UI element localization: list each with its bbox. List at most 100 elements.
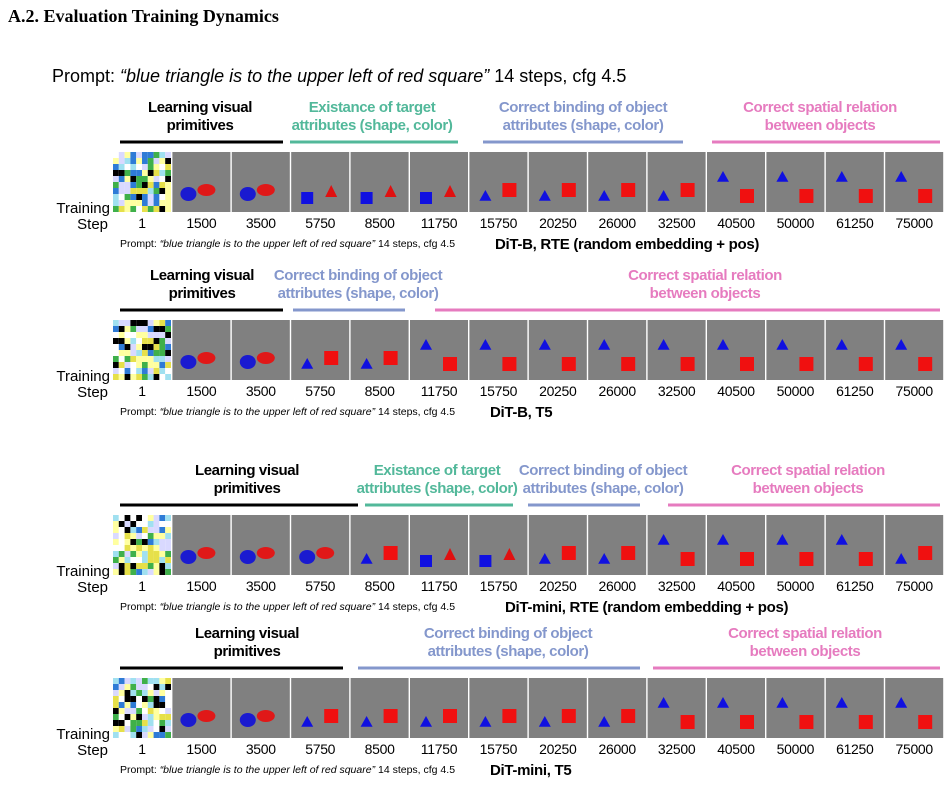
noise-pixel (124, 158, 131, 164)
noise-pixel (159, 326, 166, 332)
thumbnail (291, 678, 350, 738)
noise-pixel (159, 515, 166, 521)
noise-pixel (142, 678, 148, 684)
blue-triangle (538, 190, 551, 201)
noise-pixel (113, 690, 119, 696)
noise-pixel (130, 521, 137, 527)
noise-pixel (147, 527, 154, 533)
noise-pixel (113, 362, 119, 368)
noise-pixel (153, 551, 160, 557)
thumb-bg (707, 320, 765, 380)
noise-pixel (147, 702, 154, 708)
noise-pixel (165, 545, 171, 551)
noise-pixel (130, 732, 137, 738)
noise-pixel (147, 557, 154, 563)
prompt-settings: 14 steps, cfg 4.5 (378, 601, 455, 613)
noise-pixel (124, 515, 131, 521)
thumbnail (885, 320, 944, 380)
noise-pixel (113, 527, 119, 533)
noise-pixel (124, 188, 131, 194)
noise-pixel (136, 539, 142, 545)
noise-pixel (159, 188, 166, 194)
noise-pixel (113, 200, 119, 206)
noise-pixel (159, 206, 166, 212)
step-label: 75000 (895, 215, 933, 231)
thumbnail (410, 678, 468, 738)
noise-pixel (159, 696, 166, 702)
noise-pixel (159, 338, 166, 344)
blue-triangle (776, 171, 789, 182)
noise-pixel (165, 527, 171, 533)
noise-pixel (113, 194, 119, 200)
thumbnail (350, 515, 409, 575)
prompt-label: Prompt: (120, 601, 157, 613)
step-label: 3500 (246, 578, 276, 594)
row-label: Training (56, 726, 110, 743)
noise-pixel (153, 527, 160, 533)
noise-pixel (159, 551, 166, 557)
noise-pixel (130, 374, 137, 380)
noise-pixel (159, 702, 166, 708)
noise-pixel (165, 720, 171, 726)
thumb-bg (291, 678, 350, 738)
thumbnail (588, 515, 647, 575)
step-label: 5750 (305, 741, 335, 757)
noise-pixel (118, 374, 125, 380)
noise-pixel (153, 714, 160, 720)
thumb-bg (410, 152, 468, 212)
noise-pixel (147, 356, 154, 362)
blue-triangle (895, 339, 908, 350)
noise-pixel (147, 158, 154, 164)
step-label: 8500 (365, 741, 395, 757)
phase-label: attributes (shape, color) (357, 480, 518, 497)
thumb-bg (231, 515, 290, 575)
noise-pixel (136, 374, 142, 380)
blue-triangle (895, 553, 908, 564)
noise-pixel (136, 176, 142, 182)
step-label: 40500 (717, 215, 755, 231)
step-label: 1500 (186, 383, 216, 399)
noise-pixel (118, 563, 125, 569)
thumb-bg (528, 320, 587, 380)
red-square (443, 709, 457, 723)
noise-pixel (113, 206, 119, 212)
noise-pixel (153, 338, 160, 344)
blue-triangle (360, 553, 373, 564)
thumbnail (825, 515, 884, 575)
noise-pixel (165, 194, 171, 200)
red-blob (197, 352, 216, 364)
noise-pixel (124, 521, 131, 527)
noise-pixel (153, 326, 160, 332)
row-label: Step (77, 579, 108, 596)
noise-pixel (130, 326, 137, 332)
red-square (324, 709, 339, 723)
noise-pixel (136, 200, 142, 206)
noise-pixel (142, 533, 148, 539)
step-label: 1 (138, 383, 146, 399)
red-square (324, 351, 339, 365)
noise-pixel (165, 350, 171, 356)
thumbnail (528, 152, 587, 212)
noise-pixel (142, 563, 148, 569)
noise-pixel (147, 563, 154, 569)
step-label: 40500 (717, 383, 755, 399)
noise-pixel (136, 158, 142, 164)
thumb-bg (647, 152, 706, 212)
thumb-bg (410, 320, 468, 380)
noise-pixel (124, 545, 131, 551)
phase-label: Learning visual (195, 625, 299, 642)
noise-pixel (130, 702, 137, 708)
thumb-bg (766, 152, 825, 212)
noise-pixel (159, 569, 166, 575)
noise-pixel (142, 152, 148, 158)
noise-pixel (113, 368, 119, 374)
thumbnail (588, 320, 647, 380)
step-label: 20250 (539, 215, 577, 231)
blue-triangle (420, 339, 432, 350)
blue-triangle (835, 171, 848, 182)
thumbnail (766, 678, 825, 738)
noise-pixel (147, 362, 154, 368)
noise-pixel (159, 152, 166, 158)
step-label: 32500 (658, 215, 696, 231)
thumb-bg (172, 678, 231, 738)
